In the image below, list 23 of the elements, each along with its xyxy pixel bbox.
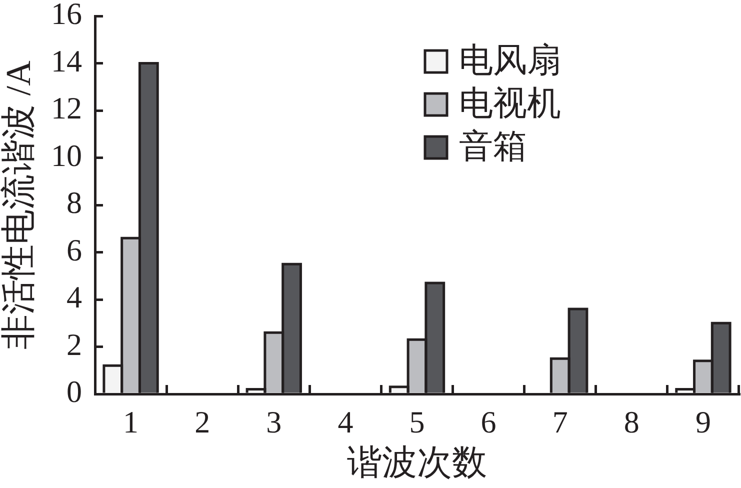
y-tick-label: 12 <box>51 90 82 126</box>
y-tick-label: 16 <box>51 0 82 32</box>
legend-label: 音箱 <box>459 128 527 166</box>
y-axis-title: 非活性电流谐波 /A <box>0 60 38 350</box>
x-tick-label: 8 <box>624 404 640 440</box>
x-tick-label: 1 <box>123 404 139 440</box>
x-tick-label: 4 <box>338 404 354 440</box>
y-tick-label: 4 <box>66 280 82 315</box>
x-tick-label: 5 <box>409 404 425 440</box>
x-tick-label: 3 <box>266 404 282 440</box>
x-tick-label: 9 <box>695 404 711 440</box>
y-tick-label: 8 <box>66 185 82 220</box>
y-tick-label: 2 <box>66 326 82 362</box>
x-tick-label: 2 <box>194 404 210 440</box>
y-tick-label: 6 <box>66 232 82 268</box>
y-tick-label: 10 <box>51 138 82 173</box>
y-tick-label: 0 <box>66 374 82 410</box>
x-tick-label: 7 <box>552 404 568 440</box>
x-axis-title: 谐波次数 <box>347 443 487 482</box>
x-tick-label: 6 <box>480 404 496 440</box>
y-tick-label: 14 <box>51 43 82 78</box>
legend-label: 电风扇 <box>459 42 561 80</box>
legend-label: 电视机 <box>459 85 561 122</box>
